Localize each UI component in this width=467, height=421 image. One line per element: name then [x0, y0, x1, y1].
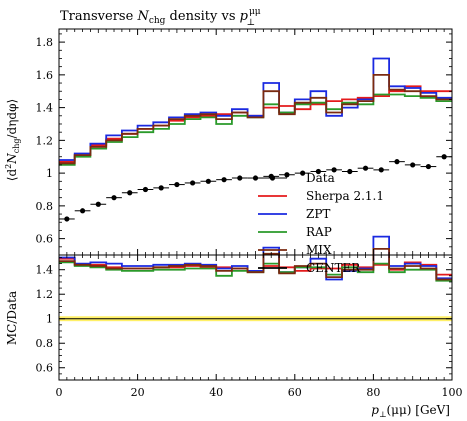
- legend-label-5: CENTER: [306, 261, 361, 275]
- data-point: [425, 163, 432, 170]
- y-tick-label: 1.4: [36, 102, 54, 115]
- main-panel: 0.6 0.8 1 1.2 1.4 1.6 1.8: [36, 28, 453, 256]
- ratio-frame: [58, 254, 453, 381]
- x-tick-label: 100: [442, 386, 463, 399]
- data-point: [221, 177, 227, 183]
- ratio-y-tick-label: 0.6: [36, 362, 54, 375]
- ratio-y-tick-label: 0.8: [36, 337, 54, 350]
- series-line-3: [59, 74, 452, 165]
- x-axis-label: p⊥(μμ) [GeV]: [371, 403, 450, 419]
- legend-label-0: Data: [306, 171, 335, 185]
- x-tick-label: 40: [209, 386, 223, 399]
- data-point: [378, 167, 384, 173]
- data-point: [95, 201, 101, 207]
- y-tick-label: 1.8: [36, 36, 54, 49]
- y-tick-label: 1: [46, 167, 53, 180]
- chart-title: Transverse Nchg density vs pμμ ⊥: [60, 7, 261, 28]
- series-line-2: [59, 93, 452, 166]
- data-point: [394, 159, 400, 165]
- y-tick-label: 0.6: [36, 233, 54, 246]
- legend-label-1: Sherpa 2.1.1: [306, 189, 384, 203]
- main-series: [59, 57, 452, 166]
- legend-label-3: RAP: [306, 225, 332, 239]
- data-point: [64, 216, 70, 222]
- data-point: [127, 190, 133, 196]
- x-tick-label: 80: [366, 386, 380, 399]
- data-point: [111, 195, 117, 201]
- data-point: [158, 185, 164, 191]
- series-line-0: [59, 85, 452, 163]
- ratio-y-tick-label: 1.2: [36, 288, 54, 301]
- ratio-y-axis-label: MC/Data: [5, 291, 19, 345]
- legend: Data Sherpa 2.1.1 ZPT RAP MIX CENTER: [258, 171, 384, 275]
- y-tick-label: 0.8: [36, 200, 54, 213]
- main-data-points: [59, 154, 452, 222]
- ratio-y-tick-label: 1.4: [36, 264, 54, 277]
- data-point: [300, 170, 306, 176]
- ratio-panel: 0.6 0.8 1 1.2 1.4 0 20 40 60 80 100: [36, 29, 463, 399]
- x-tick-label: 60: [288, 386, 302, 399]
- data-point: [331, 167, 337, 173]
- ratio-y-ticks: 0.6 0.8 1 1.2 1.4: [36, 257, 452, 375]
- legend-label-4: MIX: [306, 243, 332, 257]
- data-point: [410, 162, 416, 168]
- data-point: [284, 172, 290, 178]
- data-point: [142, 186, 149, 193]
- main-y-ticks: 0.6 0.8 1 1.2 1.4 1.6 1.8: [36, 33, 452, 248]
- data-point: [79, 208, 86, 214]
- data-point: [347, 168, 353, 175]
- data-point: [205, 178, 211, 184]
- data-point: [315, 168, 321, 175]
- data-point: [174, 181, 180, 188]
- ratio-band: [59, 316, 452, 322]
- data-point: [237, 175, 243, 181]
- ratio-y-tick-label: 1: [46, 313, 53, 326]
- data-point: [190, 180, 196, 186]
- data-point: [441, 154, 447, 160]
- data-point: [362, 165, 369, 171]
- y-axis-label: ⟨d2Nchg/dηdφ⟩: [4, 99, 21, 181]
- series-line-1: [59, 57, 452, 161]
- y-tick-label: 1.6: [36, 69, 54, 82]
- legend-marker-data: [269, 175, 276, 181]
- legend-label-2: ZPT: [306, 207, 330, 221]
- x-tick-label: 0: [56, 386, 63, 399]
- data-point: [252, 175, 259, 181]
- y-tick-label: 1.2: [36, 134, 54, 147]
- x-tick-label: 20: [131, 386, 145, 399]
